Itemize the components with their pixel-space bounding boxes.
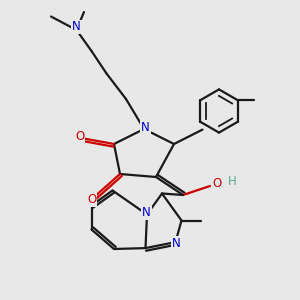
Text: O: O: [212, 177, 221, 190]
Text: H: H: [228, 175, 237, 188]
Text: N: N: [72, 20, 81, 34]
Text: O: O: [87, 193, 96, 206]
Text: N: N: [141, 121, 150, 134]
Text: O: O: [75, 130, 84, 143]
Text: N: N: [142, 206, 151, 220]
Text: N: N: [172, 237, 181, 250]
